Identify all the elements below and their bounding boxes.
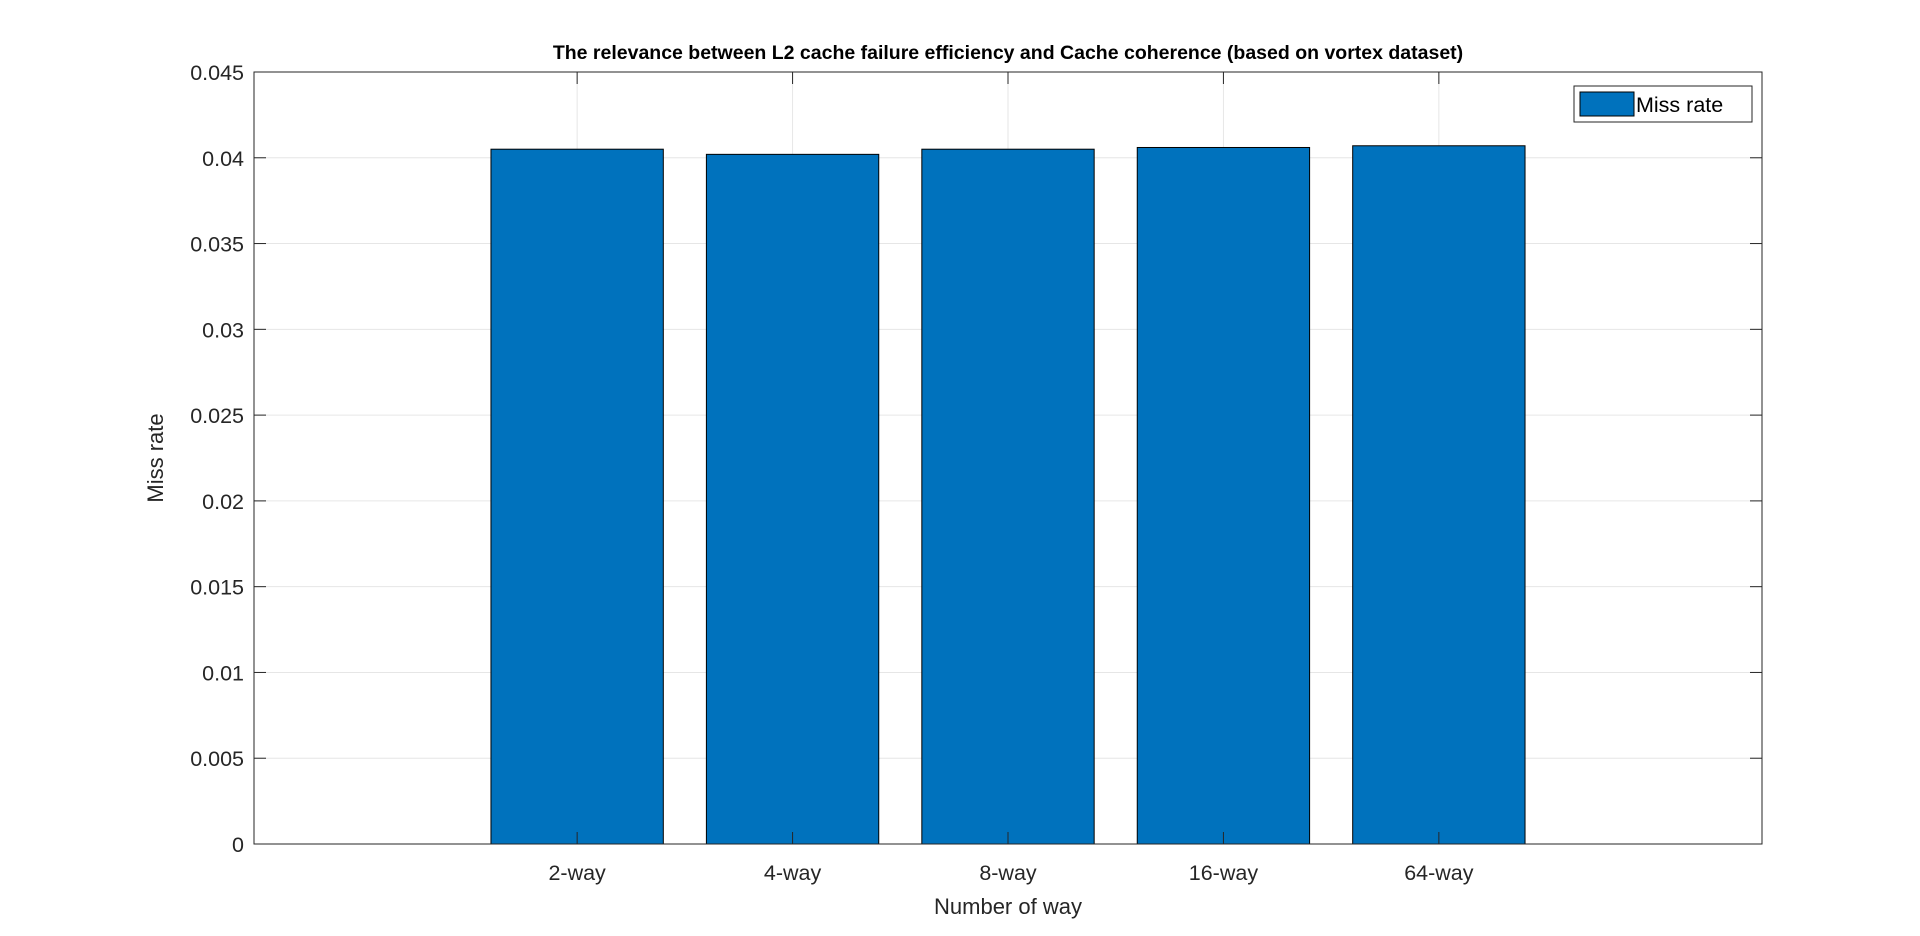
legend: Miss rate	[1573, 85, 1753, 123]
bars	[490, 145, 1526, 845]
x-tick-label: 8-way	[979, 861, 1037, 885]
y-tick-label: 0.015	[190, 576, 244, 600]
legend-entry-miss-rate: Miss rate	[1636, 93, 1723, 117]
bar	[705, 153, 880, 845]
legend-swatch	[1579, 91, 1635, 117]
y-axis-label: Miss rate	[143, 413, 168, 502]
bar	[1352, 145, 1526, 845]
y-tick-label: 0.025	[190, 404, 244, 428]
y-tick-labels: 0 0.005 0.01 0.015 0.02 0.025 0.03 0.035 0.04 0.0…	[190, 61, 244, 857]
chart-title: The relevance between L2 cache failure e…	[553, 42, 1463, 64]
x-tick-label: 64-way	[1404, 861, 1474, 885]
y-tick-label: 0.045	[190, 61, 244, 85]
bar	[1136, 146, 1311, 845]
y-tick-label: 0.02	[202, 490, 244, 514]
x-tick-label: 4-way	[764, 861, 822, 885]
x-tick-label: 16-way	[1189, 861, 1259, 885]
y-tick-label: 0.04	[202, 147, 244, 171]
x-tick-label: 2-way	[548, 861, 606, 885]
y-tick-label: 0.035	[190, 233, 244, 257]
y-tick-label: 0.005	[190, 747, 244, 771]
bar	[921, 148, 1095, 845]
axis-ticks	[254, 71, 1762, 845]
y-tick-label: 0.01	[202, 661, 244, 685]
x-axis-label: Number of way	[934, 894, 1082, 919]
y-tick-label: 0.03	[202, 318, 244, 342]
bar	[490, 148, 664, 845]
x-tick-labels: 2-way 4-way 8-way 16-way 64-way	[548, 861, 1473, 885]
y-tick-label: 0	[232, 833, 244, 857]
